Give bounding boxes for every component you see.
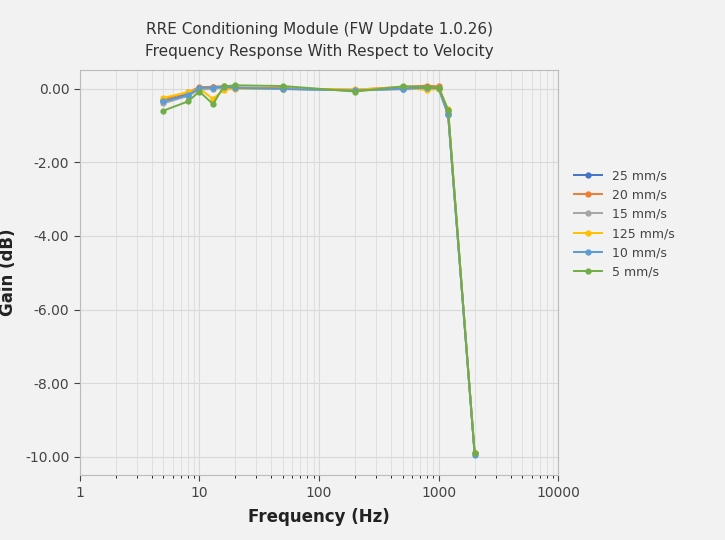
5 mm/s: [423, 84, 431, 90]
25 mm/s: [231, 85, 240, 91]
Y-axis label: Gain (dB): Gain (dB): [0, 229, 17, 316]
Line: 20 mm/s: 20 mm/s: [161, 83, 477, 456]
25 mm/s: [183, 91, 192, 97]
25 mm/s: [351, 87, 360, 93]
20 mm/s: [471, 450, 479, 456]
5 mm/s: [220, 83, 228, 90]
125 mm/s: [209, 96, 218, 102]
25 mm/s: [444, 111, 452, 118]
5 mm/s: [278, 83, 287, 89]
Title: RRE Conditioning Module (FW Update 1.0.26)
Frequency Response With Respect to Ve: RRE Conditioning Module (FW Update 1.0.2…: [145, 22, 493, 59]
10 mm/s: [220, 84, 228, 90]
15 mm/s: [278, 86, 287, 92]
125 mm/s: [423, 87, 431, 93]
Legend: 25 mm/s, 20 mm/s, 15 mm/s, 125 mm/s, 10 mm/s, 5 mm/s: 25 mm/s, 20 mm/s, 15 mm/s, 125 mm/s, 10 …: [569, 165, 679, 284]
Line: 10 mm/s: 10 mm/s: [161, 84, 477, 457]
10 mm/s: [183, 92, 192, 98]
125 mm/s: [278, 86, 287, 92]
25 mm/s: [195, 85, 204, 91]
5 mm/s: [209, 101, 218, 107]
125 mm/s: [231, 85, 240, 92]
Line: 5 mm/s: 5 mm/s: [161, 83, 477, 456]
15 mm/s: [434, 86, 443, 92]
10 mm/s: [444, 110, 452, 117]
25 mm/s: [471, 450, 479, 456]
15 mm/s: [220, 85, 228, 91]
15 mm/s: [398, 86, 407, 92]
25 mm/s: [209, 84, 218, 90]
Line: 125 mm/s: 125 mm/s: [161, 85, 477, 456]
20 mm/s: [434, 83, 443, 90]
125 mm/s: [471, 450, 479, 456]
25 mm/s: [278, 85, 287, 92]
125 mm/s: [220, 86, 228, 93]
20 mm/s: [351, 86, 360, 93]
10 mm/s: [209, 84, 218, 91]
15 mm/s: [159, 100, 167, 106]
5 mm/s: [434, 84, 443, 91]
20 mm/s: [278, 85, 287, 91]
25 mm/s: [423, 84, 431, 90]
20 mm/s: [231, 84, 240, 91]
5 mm/s: [231, 82, 240, 89]
5 mm/s: [159, 107, 167, 114]
15 mm/s: [351, 87, 360, 93]
5 mm/s: [444, 107, 452, 113]
10 mm/s: [434, 85, 443, 91]
Line: 25 mm/s: 25 mm/s: [161, 84, 477, 456]
Line: 15 mm/s: 15 mm/s: [161, 85, 477, 456]
15 mm/s: [195, 86, 204, 93]
15 mm/s: [183, 93, 192, 99]
10 mm/s: [398, 85, 407, 92]
15 mm/s: [423, 85, 431, 92]
5 mm/s: [471, 450, 479, 456]
15 mm/s: [444, 112, 452, 118]
20 mm/s: [195, 84, 204, 90]
20 mm/s: [209, 84, 218, 90]
5 mm/s: [195, 89, 204, 95]
X-axis label: Frequency (Hz): Frequency (Hz): [248, 508, 390, 526]
5 mm/s: [351, 89, 360, 95]
25 mm/s: [159, 98, 167, 105]
20 mm/s: [398, 84, 407, 90]
10 mm/s: [159, 98, 167, 105]
20 mm/s: [183, 89, 192, 96]
5 mm/s: [183, 98, 192, 105]
10 mm/s: [351, 87, 360, 93]
20 mm/s: [423, 83, 431, 89]
20 mm/s: [159, 97, 167, 103]
125 mm/s: [351, 86, 360, 92]
125 mm/s: [159, 94, 167, 101]
125 mm/s: [183, 89, 192, 96]
10 mm/s: [195, 85, 204, 91]
10 mm/s: [423, 85, 431, 91]
25 mm/s: [398, 85, 407, 92]
10 mm/s: [471, 451, 479, 458]
10 mm/s: [278, 86, 287, 92]
125 mm/s: [434, 86, 443, 92]
125 mm/s: [444, 106, 452, 112]
5 mm/s: [398, 83, 407, 90]
10 mm/s: [231, 85, 240, 91]
25 mm/s: [220, 84, 228, 90]
15 mm/s: [471, 450, 479, 456]
15 mm/s: [231, 85, 240, 91]
125 mm/s: [398, 85, 407, 91]
20 mm/s: [220, 83, 228, 90]
25 mm/s: [434, 85, 443, 91]
15 mm/s: [209, 85, 218, 92]
20 mm/s: [444, 107, 452, 114]
125 mm/s: [195, 85, 204, 92]
